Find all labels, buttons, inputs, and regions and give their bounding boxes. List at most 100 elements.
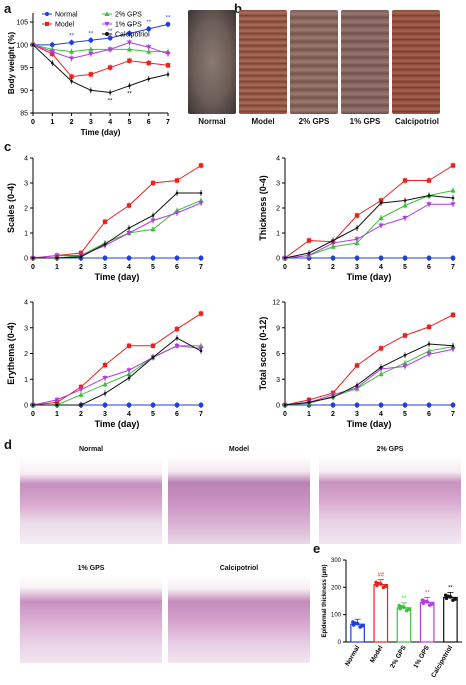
data-point (89, 88, 93, 92)
data-point (54, 397, 60, 403)
data-point (355, 383, 359, 387)
series-line (32, 44, 169, 78)
data-point (354, 363, 360, 368)
x-tick-label: 0 (283, 411, 287, 418)
photo-1pct-gps (341, 10, 389, 114)
data-point (199, 349, 203, 353)
x-tick-label: 3 (355, 411, 359, 418)
data-point (126, 343, 132, 348)
series-2-gps (30, 197, 204, 261)
x-tick-label: 4 (379, 411, 383, 418)
data-point (198, 163, 204, 168)
x-tick-label: 0 (31, 119, 35, 126)
x-axis-label: Time (day) (95, 272, 140, 282)
data-point (450, 255, 456, 261)
data-point (283, 403, 287, 407)
legend-item: Normal (42, 12, 78, 19)
chart-c1: 0 1 2 3 4 0 1 2 3 4 5 6 7 Time (day) Scales (0-4) (6, 156, 204, 282)
legend-marker (45, 12, 49, 16)
y-tick-label: 2 (24, 206, 28, 213)
legend-marker (104, 11, 110, 16)
histo-label-2pct-gps: 2% GPS (376, 446, 404, 453)
data-point (426, 402, 432, 408)
data-point (331, 239, 335, 242)
series-2-gps (282, 187, 456, 261)
data-point (378, 255, 384, 261)
data-point (355, 621, 360, 626)
data-point (421, 601, 426, 605)
data-point (451, 598, 455, 602)
x-tick-label: 2 (70, 119, 74, 126)
data-point (150, 255, 156, 261)
y-tick-label: 0 (276, 403, 280, 410)
data-point (174, 178, 180, 183)
y-axis-label: Erythema (0-4) (6, 322, 16, 385)
data-point (450, 187, 456, 193)
y-tick-label: 12 (272, 300, 280, 307)
legend-a: Normal Model 2% GPS 1% GPS Calcipotriol (42, 11, 150, 39)
y-tick-label: 200 (331, 585, 342, 591)
x-tick-label: 0 (31, 264, 35, 271)
data-point (107, 47, 113, 52)
series-line (284, 348, 454, 406)
data-point (127, 226, 131, 230)
significance-mark: ** (402, 596, 407, 602)
legend-item: 1% GPS (102, 22, 142, 29)
x-axis-label: Time (day) (95, 419, 140, 429)
series-line (284, 165, 454, 259)
data-point (402, 402, 408, 408)
data-point (126, 46, 133, 52)
legend-item: Calcipotriol (102, 32, 150, 39)
photo-label-calcipotriol: Calcipotriol (394, 117, 439, 126)
data-point (307, 251, 311, 255)
data-point (55, 403, 59, 407)
series-line (32, 44, 169, 94)
data-point (146, 60, 151, 66)
data-point (174, 255, 180, 261)
y-axis-label: Thickness (0-4) (258, 175, 268, 241)
histo-label-model: Model (228, 446, 250, 453)
y-tick-label: 2 (24, 351, 28, 358)
data-point (306, 238, 312, 243)
y-tick-label: 0 (276, 256, 280, 263)
series-model (282, 162, 456, 261)
data-point (50, 61, 54, 65)
x-tick-label: 1% GPS (412, 644, 431, 670)
series-line (284, 203, 453, 259)
data-point (426, 348, 432, 353)
x-tick-label: 4 (127, 264, 131, 271)
series-calcipotriol (31, 190, 203, 261)
data-point (146, 45, 152, 50)
x-tick-label: 7 (166, 119, 170, 126)
x-tick-label: 2 (79, 411, 83, 418)
data-point (450, 202, 456, 207)
data-point (354, 402, 360, 408)
data-point (88, 72, 94, 77)
data-point (402, 178, 408, 183)
series-calcipotriol (283, 192, 455, 261)
series-1-gps (30, 342, 204, 408)
data-point (198, 201, 204, 206)
panel-letter-d: d (4, 437, 12, 452)
data-point (165, 51, 171, 57)
y-tick-label: 300 (331, 558, 342, 564)
data-point (31, 256, 35, 260)
data-point (69, 40, 74, 45)
data-point (330, 244, 336, 249)
chart-a: 85 90 95 100 105 0 1 2 3 4 5 6 7 Time (day) Body weigh… (7, 13, 171, 137)
y-tick-label: 3 (276, 377, 280, 384)
data-point (78, 387, 84, 393)
significance-mark: ** (108, 99, 113, 105)
data-point (378, 215, 384, 220)
data-point (451, 344, 455, 348)
data-point (174, 326, 180, 332)
bar-group: Normal (344, 618, 365, 667)
x-tick-label: 2 (331, 411, 335, 418)
data-point (174, 343, 180, 349)
series-normal (30, 21, 171, 48)
x-tick-label: Calcipotriol (430, 644, 454, 679)
legend-item: 2% GPS (102, 11, 142, 19)
y-tick-label: 90 (20, 88, 28, 95)
data-point (444, 596, 449, 601)
